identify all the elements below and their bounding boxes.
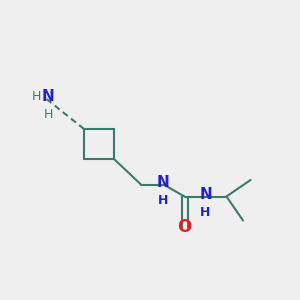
Text: H: H: [158, 194, 169, 207]
Text: N: N: [157, 175, 170, 190]
Text: N: N: [199, 187, 212, 202]
Text: H: H: [31, 90, 41, 103]
Text: H: H: [43, 108, 53, 121]
Text: O: O: [177, 218, 192, 236]
Text: H: H: [200, 206, 211, 219]
Text: N: N: [42, 89, 54, 104]
